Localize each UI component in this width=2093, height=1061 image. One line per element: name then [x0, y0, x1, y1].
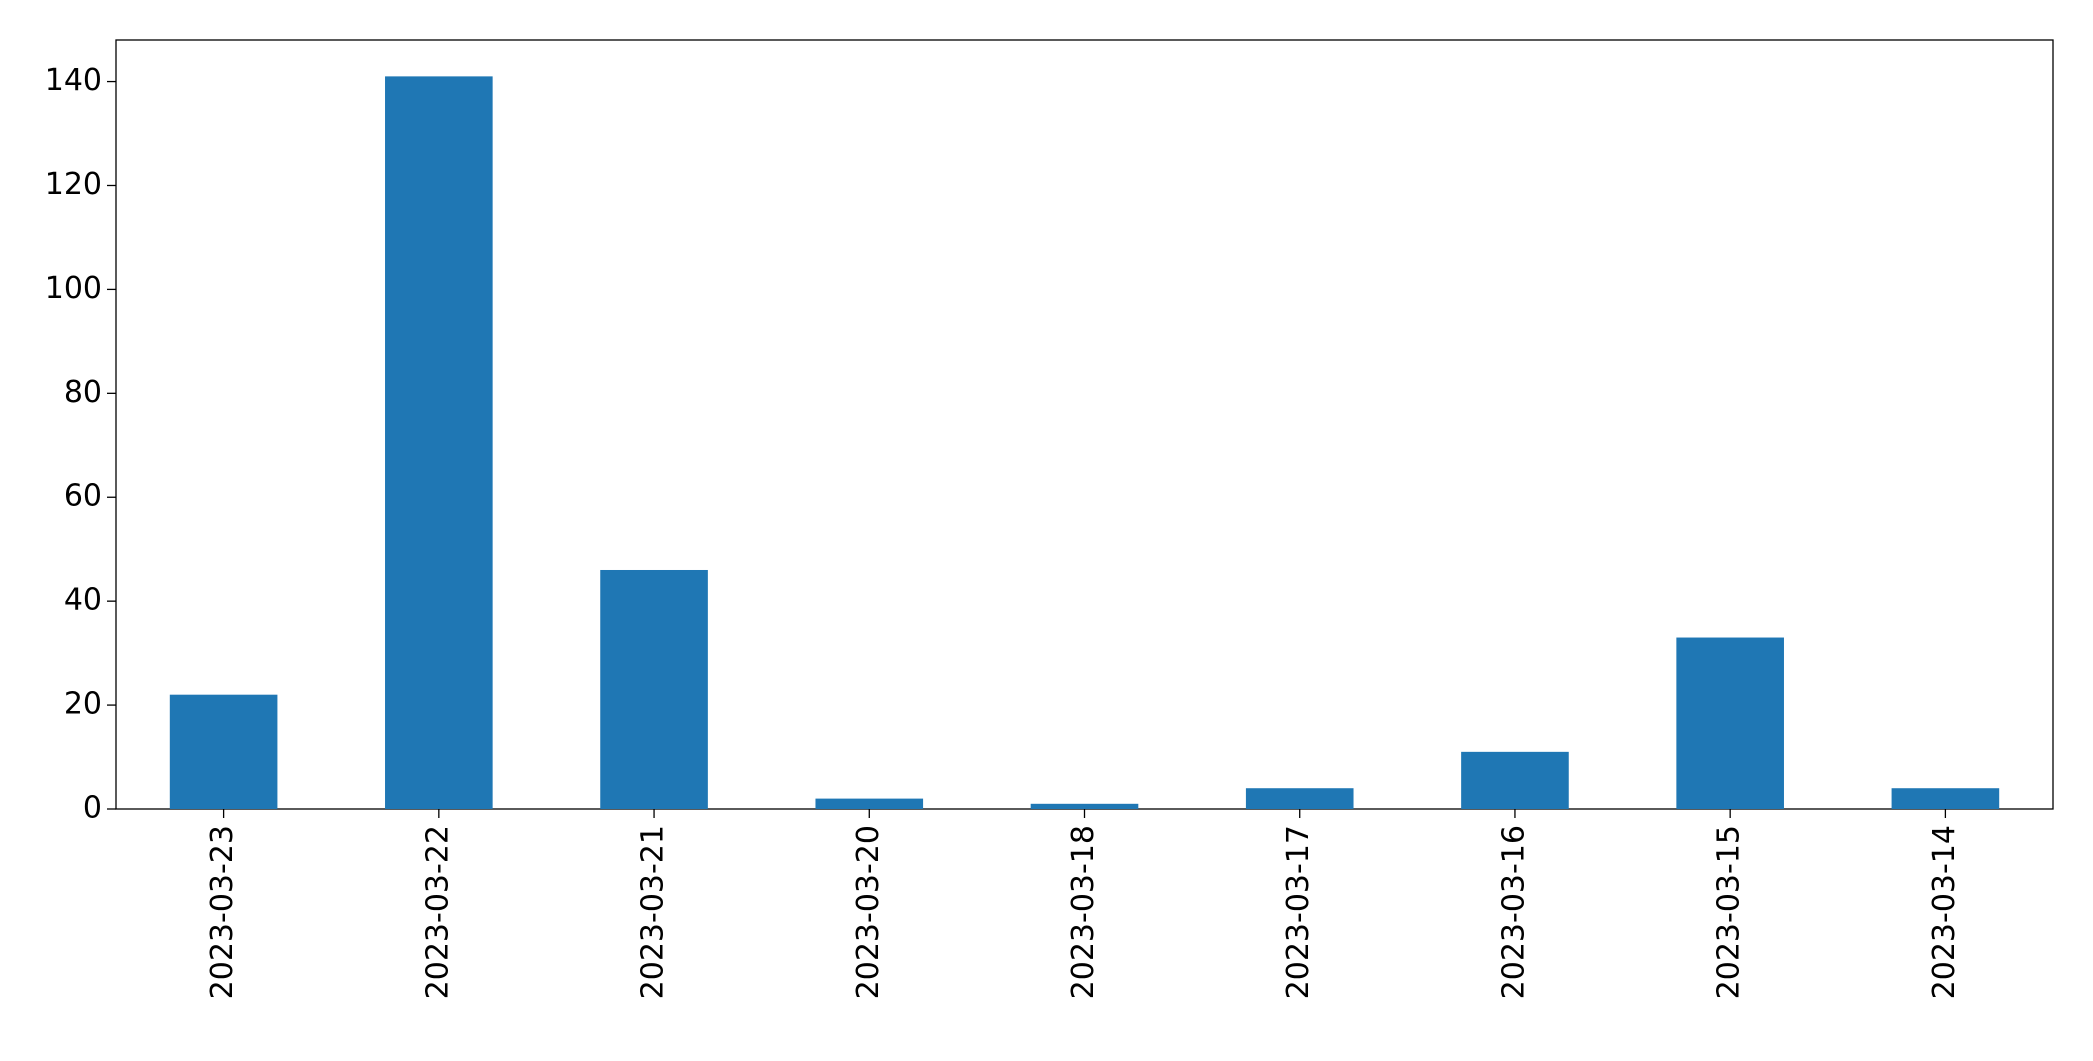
y-tick-label: 80 — [64, 375, 102, 410]
bar — [169, 694, 278, 809]
bar — [1245, 788, 1354, 809]
bar — [1461, 751, 1569, 809]
x-tick-label: 2023-03-18 — [1066, 825, 1101, 999]
bar — [1891, 788, 2000, 809]
x-tick-label: 2023-03-21 — [636, 825, 671, 999]
x-tick-label: 2023-03-16 — [1496, 825, 1531, 999]
y-tick-label: 120 — [45, 167, 102, 202]
y-tick-label: 20 — [64, 687, 102, 722]
y-tick-label: 100 — [45, 271, 102, 306]
x-tick-label: 2023-03-15 — [1712, 825, 1747, 999]
bar — [1030, 803, 1139, 809]
x-tick-label: 2023-03-17 — [1281, 825, 1316, 999]
y-tick-label: 0 — [83, 791, 102, 826]
x-tick-label: 2023-03-23 — [205, 825, 240, 999]
y-tick-label: 60 — [64, 479, 102, 514]
bar — [385, 76, 493, 809]
x-tick-label: 2023-03-22 — [420, 825, 455, 999]
bar — [815, 798, 924, 809]
bar — [600, 569, 708, 809]
y-tick-label: 40 — [64, 583, 102, 618]
bar — [1676, 637, 1784, 809]
x-tick-label: 2023-03-14 — [1927, 825, 1962, 999]
y-tick-label: 140 — [45, 63, 102, 98]
x-tick-label: 2023-03-20 — [851, 825, 886, 999]
